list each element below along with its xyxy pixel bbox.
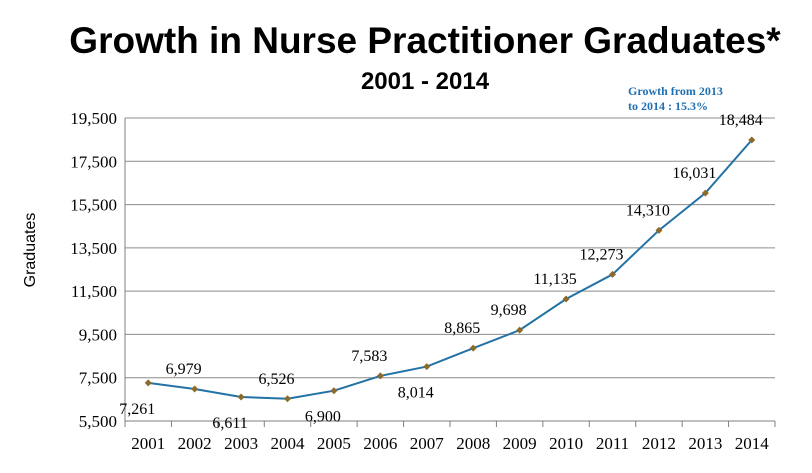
- data-label: 8,014: [398, 385, 434, 402]
- growth-annotation-line-1: Growth from 2013: [628, 84, 723, 98]
- x-tick-label: 2008: [456, 434, 490, 453]
- data-point: [562, 295, 570, 303]
- data-label: 12,273: [580, 246, 624, 263]
- chart-subtitle: 2001 - 2014: [360, 68, 490, 95]
- x-tick-label: 2007: [410, 434, 445, 453]
- growth-annotation-line-2: to 2014 : 15.3%: [628, 99, 708, 113]
- data-point: [655, 226, 663, 234]
- y-tick-label: 7,500: [79, 369, 117, 388]
- x-tick-label: 2001: [131, 434, 165, 453]
- data-label: 18,484: [719, 112, 763, 129]
- x-tick-label: 2005: [317, 434, 351, 453]
- x-tick-label: 2013: [688, 434, 722, 453]
- x-tick-label: 2004: [271, 434, 306, 453]
- data-label: 14,310: [626, 202, 670, 219]
- x-tick-label: 2002: [178, 434, 212, 453]
- data-point: [191, 385, 199, 393]
- data-label: 16,031: [672, 165, 716, 182]
- data-point: [469, 344, 477, 352]
- data-label: 7,583: [351, 348, 387, 365]
- x-tick-label: 2014: [735, 434, 770, 453]
- data-label: 6,979: [166, 361, 202, 378]
- data-point: [284, 395, 291, 403]
- y-tick-label: 13,500: [70, 239, 117, 258]
- y-tick-label: 15,500: [70, 196, 117, 215]
- y-tick-label: 9,500: [79, 325, 117, 344]
- growth-annotation: Growth from 2013 to 2014 : 15.3%: [628, 84, 808, 114]
- data-point: [376, 372, 384, 380]
- data-label: 8,865: [444, 320, 480, 337]
- y-tick-label: 11,500: [71, 282, 117, 301]
- data-point: [237, 393, 245, 401]
- data-label: 11,135: [533, 271, 576, 288]
- data-label: 6,526: [259, 371, 295, 388]
- x-tick-label: 2003: [224, 434, 258, 453]
- data-label: 7,261: [119, 401, 155, 418]
- data-label: 6,611: [212, 415, 247, 432]
- x-tick-label: 2010: [549, 434, 583, 453]
- data-point: [748, 136, 756, 144]
- x-tick-label: 2011: [596, 434, 629, 453]
- x-tick-label: 2012: [642, 434, 676, 453]
- data-point: [144, 379, 152, 387]
- x-tick-label: 2009: [503, 434, 537, 453]
- y-tick-label: 19,500: [70, 109, 117, 128]
- data-label: 9,698: [491, 302, 527, 319]
- data-point: [516, 326, 524, 334]
- data-point: [330, 387, 338, 395]
- x-tick-label: 2006: [363, 434, 397, 453]
- series-line: [148, 139, 753, 400]
- data-point: [701, 189, 709, 197]
- data-point: [609, 270, 616, 278]
- chart-title: Growth in Nurse Practitioner Graduates*: [69, 20, 781, 61]
- data-label: 6,900: [305, 409, 341, 426]
- y-tick-label: 17,500: [70, 152, 117, 171]
- data-point: [423, 363, 431, 371]
- y-tick-label: 5,500: [79, 412, 117, 431]
